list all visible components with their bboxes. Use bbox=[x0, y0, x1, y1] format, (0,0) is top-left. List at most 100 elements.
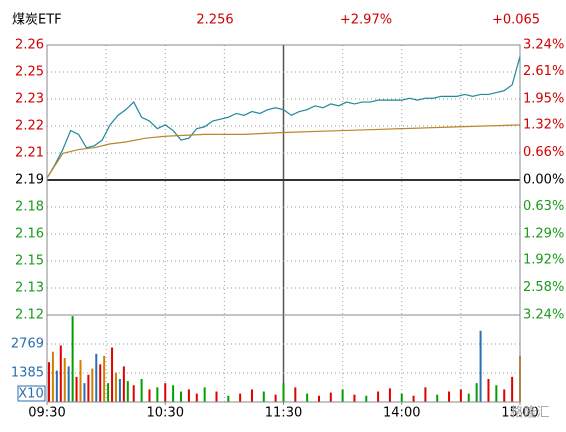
y2-tick-label: 3.24% bbox=[523, 308, 564, 323]
last-price: 2.256 bbox=[196, 13, 233, 28]
volume-bar bbox=[262, 391, 265, 402]
y-tick-label: 2.18 bbox=[15, 200, 44, 215]
y2-tick-label: 2.58% bbox=[523, 280, 564, 295]
volume-bar bbox=[172, 385, 175, 402]
volume-bar bbox=[87, 374, 90, 402]
volume-bar bbox=[187, 389, 190, 402]
volume-bar bbox=[294, 387, 297, 402]
volume-bar bbox=[306, 393, 309, 402]
volume-bar bbox=[156, 387, 159, 402]
frame bbox=[46, 44, 521, 403]
volume-bar bbox=[148, 389, 151, 402]
y-tick-label: 2.25 bbox=[15, 65, 44, 80]
volume-bar bbox=[436, 394, 439, 402]
y2-tick-label: 0.66% bbox=[523, 145, 564, 160]
volume-bar bbox=[448, 391, 451, 402]
volume-bar bbox=[227, 395, 230, 402]
volume-bar bbox=[459, 389, 462, 402]
y2-tick-label: 1.95% bbox=[523, 91, 564, 106]
volume-bar bbox=[95, 353, 98, 402]
y-tick-label: 2.21 bbox=[15, 146, 44, 161]
volume-bar bbox=[475, 383, 478, 402]
y2-tick-label: 1.32% bbox=[523, 118, 564, 133]
volume-bar bbox=[400, 393, 403, 402]
volume-bar bbox=[47, 362, 50, 402]
volume-bar bbox=[250, 389, 253, 402]
volume-bar bbox=[99, 364, 102, 402]
y2-tick-label: 0.63% bbox=[523, 199, 564, 214]
y2-tick-label: 2.61% bbox=[523, 64, 564, 79]
volume-bar bbox=[353, 394, 356, 402]
volume-bar bbox=[140, 378, 143, 402]
volume-bar bbox=[122, 366, 125, 402]
y2-tick-label: 3.24% bbox=[523, 38, 564, 53]
change-value: +0.065 bbox=[492, 13, 540, 28]
volume-bar bbox=[495, 385, 498, 402]
watermark: 格隆汇 bbox=[510, 405, 549, 421]
volume-bar bbox=[424, 387, 427, 402]
volume-bar bbox=[282, 383, 285, 402]
volume-bar bbox=[329, 392, 332, 402]
volume-bar bbox=[83, 383, 86, 402]
volume-bar bbox=[180, 391, 183, 402]
volume-bar bbox=[132, 385, 135, 402]
volume-bar bbox=[317, 395, 320, 402]
y2-tick-label: 1.29% bbox=[523, 226, 564, 241]
volume-bar bbox=[467, 393, 470, 402]
y-tick-label: 2.19 bbox=[15, 173, 44, 188]
x-tick-label: 15:00 bbox=[501, 406, 538, 421]
y-tick-label: 2.12 bbox=[15, 308, 44, 323]
volume-bar bbox=[195, 393, 198, 402]
unit-box bbox=[17, 385, 46, 402]
y-tick-label: 2.23 bbox=[15, 92, 44, 107]
volume-bar bbox=[103, 355, 106, 402]
volume-tick-label: 1385 bbox=[11, 365, 44, 380]
volume-bar bbox=[511, 376, 514, 402]
volume-bar bbox=[126, 381, 129, 402]
y-tick-label: 2.22 bbox=[15, 119, 44, 134]
volume-tick-label: 2769 bbox=[11, 337, 44, 352]
volume-bar bbox=[111, 347, 114, 402]
volume-unit: X10 bbox=[18, 387, 43, 402]
y-tick-label: 2.13 bbox=[15, 281, 44, 296]
volume-bar bbox=[239, 393, 242, 402]
x-tick-label: 11:30 bbox=[265, 406, 302, 421]
price-line bbox=[46, 56, 521, 179]
y2-tick-label: 0.00% bbox=[523, 173, 564, 188]
volume-bar bbox=[55, 370, 58, 402]
volume-bar bbox=[215, 391, 218, 402]
volume-bar bbox=[79, 360, 82, 402]
volume-bar bbox=[365, 395, 368, 402]
volume-bar bbox=[388, 388, 391, 402]
y-tick-label: 2.15 bbox=[15, 254, 44, 269]
volume-bar bbox=[114, 372, 117, 402]
volume-bar bbox=[274, 394, 277, 402]
volume-bar bbox=[118, 378, 121, 402]
volume-bar bbox=[377, 391, 380, 402]
y-tick-label: 2.26 bbox=[15, 38, 44, 53]
volume-bar bbox=[67, 366, 70, 402]
volume-bar bbox=[71, 316, 74, 402]
x-tick-label: 09:30 bbox=[28, 406, 65, 421]
volume-bar bbox=[91, 368, 94, 402]
x-tick-label: 10:30 bbox=[147, 406, 184, 421]
volume-bar bbox=[487, 378, 490, 402]
volume-bar bbox=[503, 389, 506, 402]
volume-bar bbox=[164, 383, 167, 402]
volume-bar bbox=[341, 389, 344, 402]
volume-bar bbox=[63, 358, 66, 402]
volume-bar bbox=[203, 387, 206, 402]
change-percent: +2.97% bbox=[340, 13, 392, 28]
y-tick-label: 2.16 bbox=[15, 227, 44, 242]
price-line bbox=[46, 124, 521, 179]
y2-tick-label: 1.92% bbox=[523, 253, 564, 268]
volume-bar bbox=[107, 383, 110, 402]
x-tick-label: 14:00 bbox=[383, 406, 420, 421]
volume-bar bbox=[479, 330, 482, 402]
volume-bar bbox=[412, 395, 415, 402]
volume-bar bbox=[51, 351, 54, 402]
volume-bar bbox=[75, 376, 78, 402]
chart-title: 煤炭ETF bbox=[12, 13, 62, 28]
